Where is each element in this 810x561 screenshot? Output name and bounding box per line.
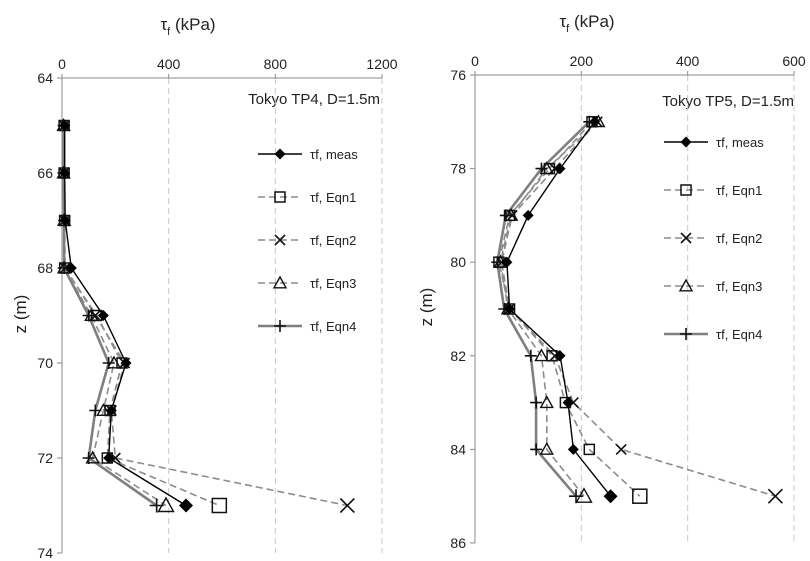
data-point [530, 443, 543, 456]
data-point [59, 215, 71, 226]
data-point [105, 405, 117, 416]
legend-label: τf, Eqn1 [716, 183, 762, 198]
x-tick-label: 400 [676, 53, 700, 69]
series-line-τf, Eqn2 [500, 121, 776, 497]
data-point [339, 497, 355, 514]
y-tick-label: 80 [450, 254, 466, 270]
data-point [583, 443, 596, 456]
data-point [589, 116, 601, 128]
x-tick-label: 200 [570, 53, 594, 69]
legend-label: τf, Eqn2 [310, 233, 356, 248]
legend-marker [274, 148, 286, 160]
legend-marker [274, 234, 286, 246]
x-tick-label: 400 [157, 56, 181, 72]
y-tick-label: 86 [450, 535, 466, 551]
data-point [569, 489, 584, 504]
series-line-τf, Eqn1 [498, 121, 641, 497]
data-point [539, 395, 554, 409]
series-line-τf, Eqn1 [63, 125, 220, 507]
data-point [501, 256, 513, 268]
data-point [562, 397, 574, 409]
y-tick-label: 78 [450, 161, 466, 177]
x-tick-label: 0 [471, 53, 479, 69]
data-point [120, 357, 132, 369]
series-line-τf, meas [506, 121, 612, 497]
legend-marker [274, 320, 286, 332]
data-point [539, 441, 554, 455]
y-tick-label: 68 [37, 260, 53, 276]
x-tick-label: 0 [58, 56, 66, 72]
x-tick-label: 1200 [366, 56, 397, 72]
x-tick-label: 800 [264, 56, 288, 72]
legend-marker [680, 184, 692, 196]
legend-label: τf, meas [716, 135, 764, 150]
legend-marker [680, 328, 692, 340]
data-point [504, 303, 516, 315]
data-point [491, 256, 504, 269]
data-point [530, 396, 543, 409]
legend-marker [680, 136, 692, 148]
data-point [632, 488, 648, 504]
y-tick-label: 84 [450, 441, 466, 457]
y-tick-label: 64 [37, 70, 53, 86]
data-point [89, 404, 102, 417]
y-axis-title: z (m) [417, 288, 436, 327]
data-point [109, 452, 121, 464]
y-tick-label: 72 [37, 450, 53, 466]
chart-title: Tokyo TP4, D=1.5m [248, 91, 380, 108]
legend-marker [272, 275, 288, 289]
data-point [522, 209, 534, 221]
legend-marker [274, 191, 286, 203]
data-point [567, 443, 579, 455]
x-tick-label: 600 [782, 53, 806, 69]
chart-title: Tokyo TP5, D=1.5m [662, 93, 794, 110]
legend-label: τf, Eqn4 [716, 327, 762, 342]
data-point [603, 489, 618, 504]
data-point [59, 167, 71, 179]
data-point [554, 350, 566, 362]
data-point [179, 498, 193, 513]
data-point [615, 443, 627, 455]
legend-label: τf, Eqn1 [310, 190, 356, 205]
data-point [149, 498, 164, 513]
y-tick-label: 74 [37, 545, 53, 561]
y-axis-title: z (m) [11, 295, 30, 334]
legend-label: τf, Eqn3 [716, 279, 762, 294]
legend-label: τf, meas [310, 147, 358, 162]
data-point [65, 262, 77, 274]
series-line-τf, Eqn3 [62, 125, 167, 507]
x-axis-title: τf (kPa) [559, 12, 614, 35]
series-line-τf, Eqn4 [62, 125, 158, 507]
y-tick-label: 76 [450, 67, 466, 83]
data-point [59, 120, 71, 131]
data-point [499, 209, 512, 222]
legend-label: τf, Eqn2 [716, 231, 762, 246]
legend-marker [678, 278, 694, 292]
data-point [82, 309, 95, 322]
data-point [211, 497, 228, 514]
data-point [535, 162, 548, 175]
data-point [82, 452, 95, 464]
y-tick-label: 70 [37, 355, 53, 371]
data-point [103, 452, 115, 464]
legend-marker [680, 232, 692, 244]
chart-tokyo-tp4: τf (kPa) z (m) Tokyo TP4, D=1.5m 0 400 800… [11, 15, 398, 561]
data-point [534, 348, 549, 362]
x-axis-title: τf (kPa) [160, 15, 215, 38]
data-point [102, 357, 115, 369]
legend-label: τf, Eqn4 [310, 319, 356, 334]
legend-label: τf, Eqn3 [310, 276, 356, 291]
data-point [767, 488, 783, 504]
data-point [97, 310, 109, 321]
data-point [524, 349, 537, 362]
chart-tokyo-tp5: τf (kPa) z (m) Tokyo TP5, D=1.5m 0 200 400… [417, 12, 806, 551]
data-point [554, 163, 566, 175]
y-tick-label: 82 [450, 348, 466, 364]
y-tick-label: 66 [37, 165, 53, 181]
